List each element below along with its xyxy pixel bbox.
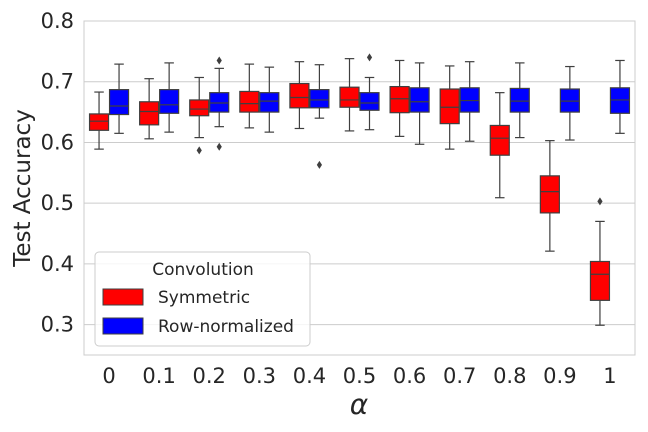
box-row-normalized-0.3 <box>259 66 280 133</box>
x-tick-label: 0.1 <box>142 364 175 388</box>
outlier-point <box>316 160 323 169</box>
iqr-box <box>439 88 460 125</box>
x-tick-label: 1 <box>603 364 616 388</box>
box-row-normalized-0.4 <box>309 64 330 169</box>
box-symmetric-0 <box>88 91 110 150</box>
legend-box <box>94 251 311 347</box>
box-row-normalized-0 <box>108 63 130 134</box>
outlier-point <box>366 53 373 62</box>
box-symmetric-1 <box>589 197 611 326</box>
legend-label-row-normalized: Row-normalized <box>158 317 294 337</box>
iqr-box <box>509 87 530 113</box>
iqr-box <box>108 89 130 116</box>
iqr-box <box>359 92 380 111</box>
y-tick-label: 0.4 <box>41 252 74 276</box>
iqr-box <box>559 88 580 113</box>
x-tick-label: 0.8 <box>493 364 526 388</box>
box-symmetric-0.7 <box>439 65 460 150</box>
box-symmetric-0.3 <box>239 63 260 129</box>
iqr-box <box>609 87 631 114</box>
box-symmetric-0.2 <box>189 76 210 155</box>
iqr-box <box>459 87 480 113</box>
iqr-box <box>239 90 260 113</box>
iqr-box <box>539 175 560 214</box>
iqr-box <box>139 101 160 126</box>
x-tick-label: 0.3 <box>243 364 276 388</box>
x-tick-label: 0 <box>102 364 115 388</box>
outlier-point <box>597 197 603 206</box>
tick-labels: 0.3 0.4 0.5 0.6 0.7 0.8 0 0.1 0.2 0.3 0.4 0.5 0.6 0.7… <box>41 9 617 388</box>
plot-area-frame <box>83 20 636 356</box>
iqr-box <box>589 260 611 301</box>
box-symmetric-0.6 <box>389 59 410 137</box>
iqr-box <box>88 113 110 131</box>
iqr-box <box>159 89 180 114</box>
iqr-box <box>389 85 410 114</box>
legend: Convolution Symmetric Row-normalized <box>94 251 311 347</box>
box-symmetric-0.4 <box>289 61 310 130</box>
iqr-box <box>409 87 430 113</box>
outlier-point <box>196 146 202 155</box>
box-row-normalized-1 <box>609 59 631 134</box>
x-tick-label: 0.9 <box>543 364 576 388</box>
y-tick-label: 0.7 <box>41 70 74 94</box>
box-row-normalized-0.9 <box>559 65 580 141</box>
box-symmetric-0.1 <box>139 78 160 140</box>
x-tick-label: 0.2 <box>193 364 226 388</box>
iqr-box <box>489 124 510 156</box>
x-tick-label: 0.5 <box>343 364 376 388</box>
legend-swatch-symmetric <box>102 288 144 306</box>
legend-label-symmetric: Symmetric <box>158 288 250 308</box>
outlier-point <box>216 56 222 65</box>
box-symmetric-0.5 <box>339 58 360 132</box>
box-row-normalized-0.7 <box>459 61 480 142</box>
box-row-normalized-0.6 <box>409 62 430 145</box>
iqr-box <box>259 92 280 113</box>
iqr-box <box>339 86 360 108</box>
box-row-normalized-0.2 <box>209 56 230 151</box>
x-axis-title: α <box>350 388 369 421</box>
box-row-normalized-0.5 <box>359 53 380 131</box>
y-tick-label: 0.3 <box>41 313 74 337</box>
box-symmetric-0.8 <box>489 92 510 199</box>
box-row-normalized-0.8 <box>509 62 530 139</box>
y-tick-label: 0.6 <box>41 130 74 154</box>
legend-swatch-row-normalized <box>102 317 144 335</box>
iqr-box <box>209 92 230 113</box>
iqr-box <box>309 89 330 109</box>
box-series-layer <box>88 53 631 326</box>
outlier-point <box>216 142 222 151</box>
x-tick-label: 0.7 <box>443 364 476 388</box>
legend-title: Convolution <box>152 260 254 280</box>
box-symmetric-0.9 <box>539 140 560 252</box>
y-tick-label: 0.8 <box>41 9 74 33</box>
box-row-normalized-0.1 <box>159 62 180 133</box>
iqr-box <box>189 99 210 117</box>
x-tick-label: 0.6 <box>393 364 426 388</box>
iqr-box <box>289 82 310 109</box>
y-tick-label: 0.5 <box>41 191 74 215</box>
y-axis-title: Test Accuracy <box>10 109 36 268</box>
x-tick-label: 0.4 <box>293 364 326 388</box>
